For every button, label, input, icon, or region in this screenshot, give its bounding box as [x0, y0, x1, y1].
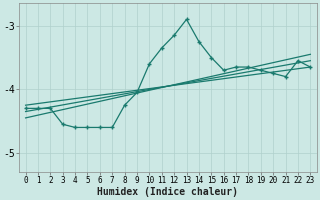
X-axis label: Humidex (Indice chaleur): Humidex (Indice chaleur) [98, 186, 238, 197]
